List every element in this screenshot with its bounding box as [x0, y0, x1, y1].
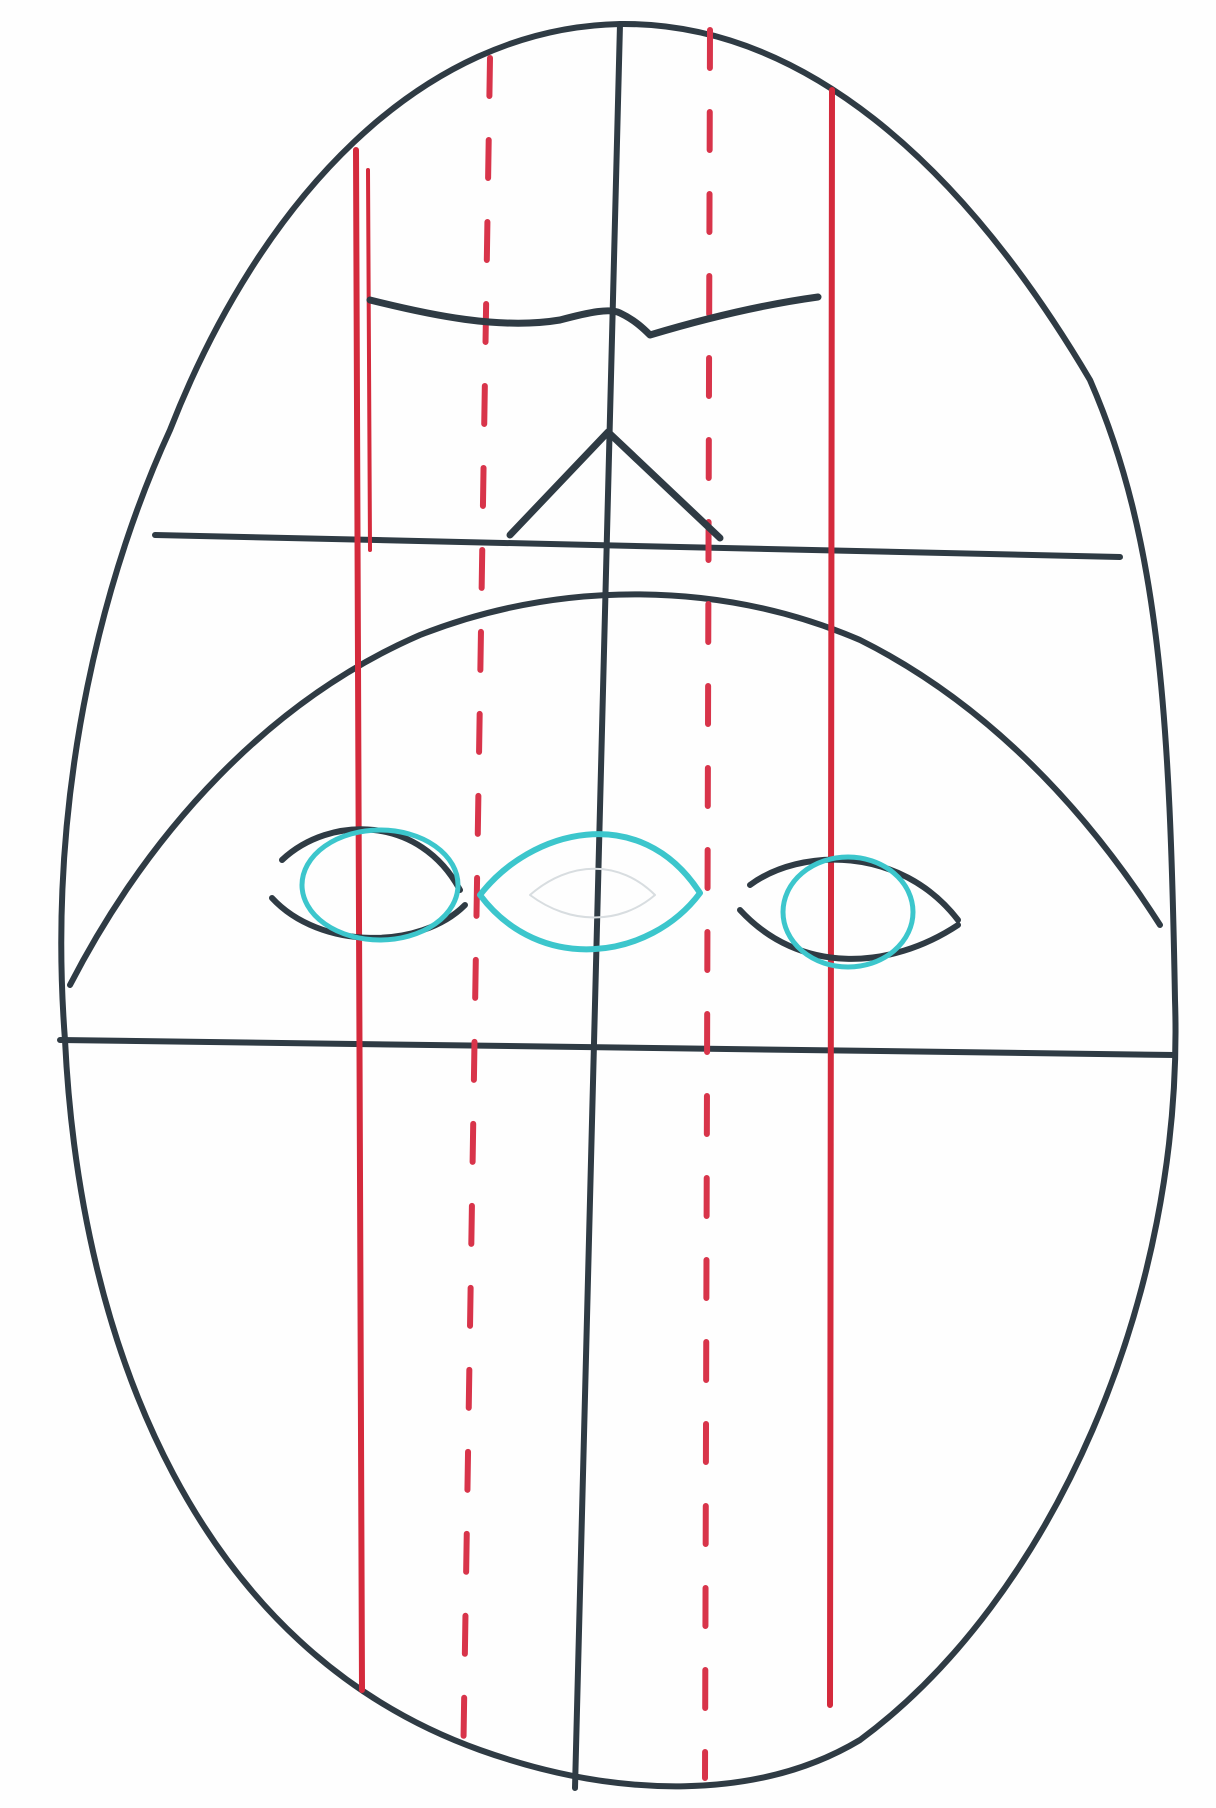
- head-outline: [58, 20, 1179, 1790]
- eye-left: [269, 826, 468, 943]
- brow-horizontal-line: [152, 532, 1123, 560]
- red-dashed-guide-lines: [460, 27, 713, 1781]
- eye-right-iris: [780, 854, 916, 970]
- eye-center-faint-inner: [529, 867, 656, 919]
- red-dashed-guide-left: [460, 55, 493, 1775]
- eye-center-outline: [477, 831, 703, 953]
- eye-horizontal-line: [57, 1037, 1178, 1058]
- red-guide-left: [353, 147, 365, 1693]
- eye-left-lower-lid: [269, 895, 468, 941]
- center-vertical-line: [572, 21, 623, 1791]
- eye-center: [477, 831, 703, 953]
- red-guide-right: [827, 87, 835, 1708]
- red-dashed-guide-right: [702, 27, 713, 1781]
- red-guide-left-double: [366, 168, 372, 552]
- inner-circle-arc: [67, 591, 1163, 988]
- nose-triangle: [506, 428, 724, 542]
- eye-right-lower-lid: [737, 907, 961, 962]
- eye-left-iris: [299, 827, 461, 943]
- mouth-line: [366, 293, 822, 339]
- red-guide-lines: [353, 87, 835, 1708]
- eye-right-upper-lid: [747, 856, 961, 923]
- eye-right: [737, 854, 961, 970]
